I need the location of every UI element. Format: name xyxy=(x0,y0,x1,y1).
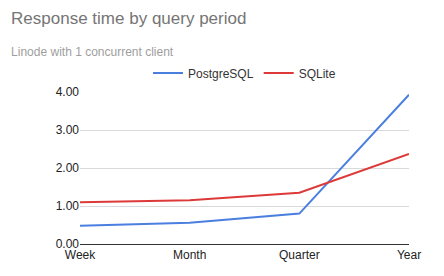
svg-text:SQLite: SQLite xyxy=(299,67,336,81)
svg-text:Week: Week xyxy=(65,248,96,262)
svg-text:Linode with 1 concurrent clien: Linode with 1 concurrent client xyxy=(11,45,174,59)
svg-text:0.00: 0.00 xyxy=(56,237,80,251)
svg-text:PostgreSQL: PostgreSQL xyxy=(188,67,254,81)
svg-text:1.00: 1.00 xyxy=(56,199,80,213)
svg-text:2.00: 2.00 xyxy=(56,161,80,175)
svg-text:Year: Year xyxy=(397,248,421,262)
svg-text:Quarter: Quarter xyxy=(279,248,320,262)
svg-text:4.00: 4.00 xyxy=(56,85,80,99)
svg-text:3.00: 3.00 xyxy=(56,123,80,137)
svg-text:Month: Month xyxy=(173,248,206,262)
svg-text:Response time by query period: Response time by query period xyxy=(11,9,246,28)
